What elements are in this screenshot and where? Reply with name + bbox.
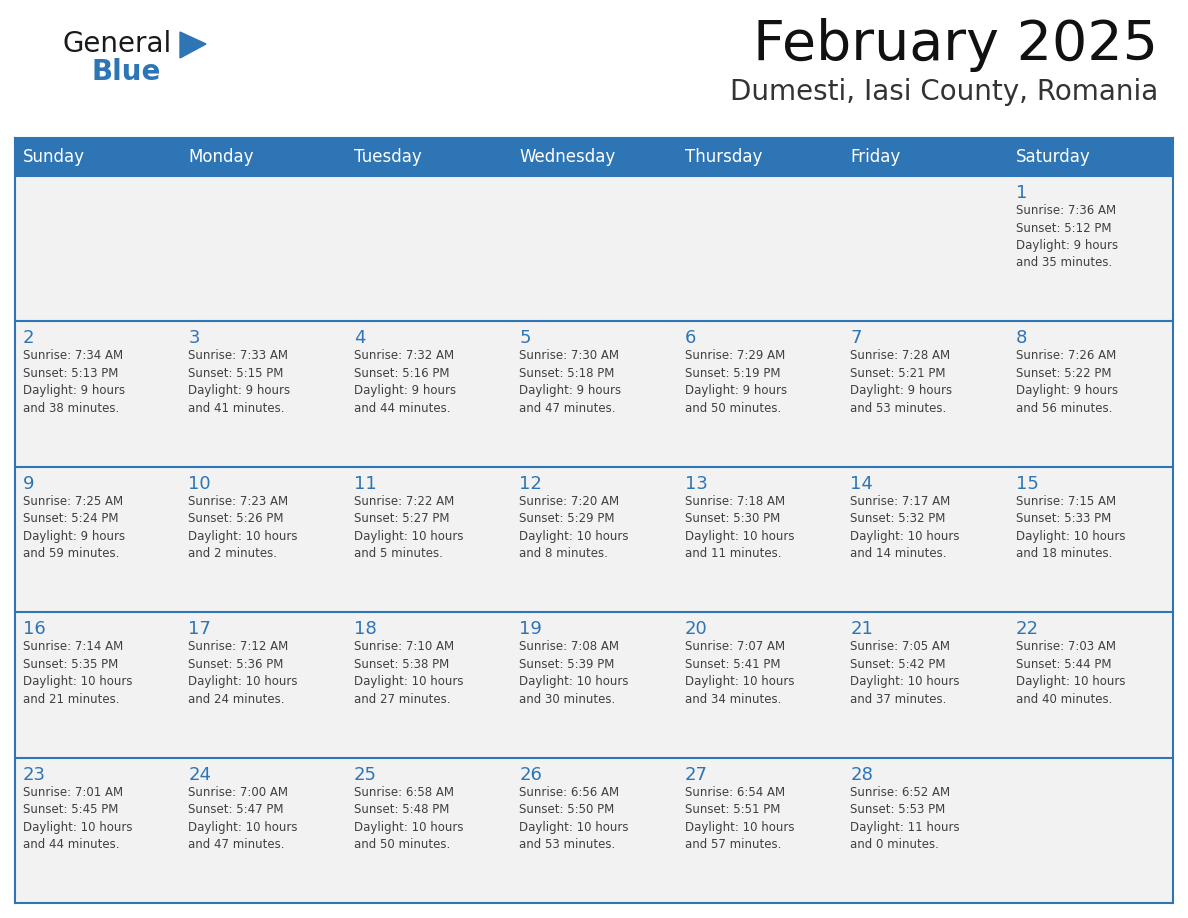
Text: February 2025: February 2025 [753, 18, 1158, 72]
Text: Sunrise: 7:08 AM
Sunset: 5:39 PM
Daylight: 10 hours
and 30 minutes.: Sunrise: 7:08 AM Sunset: 5:39 PM Dayligh… [519, 640, 628, 706]
Text: 10: 10 [189, 475, 211, 493]
Text: 18: 18 [354, 621, 377, 638]
Text: Sunrise: 7:34 AM
Sunset: 5:13 PM
Daylight: 9 hours
and 38 minutes.: Sunrise: 7:34 AM Sunset: 5:13 PM Dayligh… [23, 350, 125, 415]
Text: Sunrise: 7:30 AM
Sunset: 5:18 PM
Daylight: 9 hours
and 47 minutes.: Sunrise: 7:30 AM Sunset: 5:18 PM Dayligh… [519, 350, 621, 415]
Text: Blue: Blue [91, 58, 162, 86]
Text: Sunrise: 7:32 AM
Sunset: 5:16 PM
Daylight: 9 hours
and 44 minutes.: Sunrise: 7:32 AM Sunset: 5:16 PM Dayligh… [354, 350, 456, 415]
Text: 14: 14 [851, 475, 873, 493]
Text: Sunrise: 7:29 AM
Sunset: 5:19 PM
Daylight: 9 hours
and 50 minutes.: Sunrise: 7:29 AM Sunset: 5:19 PM Dayligh… [684, 350, 786, 415]
Text: 28: 28 [851, 766, 873, 784]
Text: Sunrise: 7:07 AM
Sunset: 5:41 PM
Daylight: 10 hours
and 34 minutes.: Sunrise: 7:07 AM Sunset: 5:41 PM Dayligh… [684, 640, 795, 706]
Text: Sunrise: 7:03 AM
Sunset: 5:44 PM
Daylight: 10 hours
and 40 minutes.: Sunrise: 7:03 AM Sunset: 5:44 PM Dayligh… [1016, 640, 1125, 706]
Bar [15, 612, 1173, 757]
Text: Sunrise: 6:54 AM
Sunset: 5:51 PM
Daylight: 10 hours
and 57 minutes.: Sunrise: 6:54 AM Sunset: 5:51 PM Dayligh… [684, 786, 795, 851]
Text: Thursday: Thursday [684, 148, 762, 166]
Text: Sunrise: 7:01 AM
Sunset: 5:45 PM
Daylight: 10 hours
and 44 minutes.: Sunrise: 7:01 AM Sunset: 5:45 PM Dayligh… [23, 786, 133, 851]
Text: 11: 11 [354, 475, 377, 493]
Text: Sunrise: 7:28 AM
Sunset: 5:21 PM
Daylight: 9 hours
and 53 minutes.: Sunrise: 7:28 AM Sunset: 5:21 PM Dayligh… [851, 350, 953, 415]
Text: Sunrise: 7:17 AM
Sunset: 5:32 PM
Daylight: 10 hours
and 14 minutes.: Sunrise: 7:17 AM Sunset: 5:32 PM Dayligh… [851, 495, 960, 560]
Text: Saturday: Saturday [1016, 148, 1091, 166]
Text: Sunrise: 7:25 AM
Sunset: 5:24 PM
Daylight: 9 hours
and 59 minutes.: Sunrise: 7:25 AM Sunset: 5:24 PM Dayligh… [23, 495, 125, 560]
Text: 4: 4 [354, 330, 366, 347]
Bar [15, 757, 1173, 903]
Text: Sunday: Sunday [23, 148, 86, 166]
Text: 8: 8 [1016, 330, 1026, 347]
Bar [15, 176, 1173, 321]
Text: Monday: Monday [189, 148, 254, 166]
Text: Dumesti, Iasi County, Romania: Dumesti, Iasi County, Romania [729, 78, 1158, 106]
Text: Sunrise: 6:52 AM
Sunset: 5:53 PM
Daylight: 11 hours
and 0 minutes.: Sunrise: 6:52 AM Sunset: 5:53 PM Dayligh… [851, 786, 960, 851]
Text: 19: 19 [519, 621, 542, 638]
Text: Sunrise: 7:36 AM
Sunset: 5:12 PM
Daylight: 9 hours
and 35 minutes.: Sunrise: 7:36 AM Sunset: 5:12 PM Dayligh… [1016, 204, 1118, 270]
Text: 12: 12 [519, 475, 542, 493]
Text: 17: 17 [189, 621, 211, 638]
Text: Sunrise: 7:05 AM
Sunset: 5:42 PM
Daylight: 10 hours
and 37 minutes.: Sunrise: 7:05 AM Sunset: 5:42 PM Dayligh… [851, 640, 960, 706]
Text: 13: 13 [684, 475, 708, 493]
Text: 7: 7 [851, 330, 861, 347]
Text: Friday: Friday [851, 148, 901, 166]
Text: 15: 15 [1016, 475, 1038, 493]
Text: 24: 24 [189, 766, 211, 784]
Text: 23: 23 [23, 766, 46, 784]
Text: Sunrise: 7:23 AM
Sunset: 5:26 PM
Daylight: 10 hours
and 2 minutes.: Sunrise: 7:23 AM Sunset: 5:26 PM Dayligh… [189, 495, 298, 560]
Text: Sunrise: 7:18 AM
Sunset: 5:30 PM
Daylight: 10 hours
and 11 minutes.: Sunrise: 7:18 AM Sunset: 5:30 PM Dayligh… [684, 495, 795, 560]
Text: 26: 26 [519, 766, 542, 784]
Text: 25: 25 [354, 766, 377, 784]
Text: Sunrise: 7:26 AM
Sunset: 5:22 PM
Daylight: 9 hours
and 56 minutes.: Sunrise: 7:26 AM Sunset: 5:22 PM Dayligh… [1016, 350, 1118, 415]
Text: Wednesday: Wednesday [519, 148, 615, 166]
Text: 2: 2 [23, 330, 34, 347]
Text: 3: 3 [189, 330, 200, 347]
Text: 21: 21 [851, 621, 873, 638]
Text: 1: 1 [1016, 184, 1026, 202]
Bar [15, 321, 1173, 466]
Text: 5: 5 [519, 330, 531, 347]
Text: Sunrise: 6:56 AM
Sunset: 5:50 PM
Daylight: 10 hours
and 53 minutes.: Sunrise: 6:56 AM Sunset: 5:50 PM Dayligh… [519, 786, 628, 851]
Text: 6: 6 [684, 330, 696, 347]
Text: General: General [62, 30, 171, 58]
Bar [15, 466, 1173, 612]
Text: Sunrise: 7:10 AM
Sunset: 5:38 PM
Daylight: 10 hours
and 27 minutes.: Sunrise: 7:10 AM Sunset: 5:38 PM Dayligh… [354, 640, 463, 706]
Text: Sunrise: 7:22 AM
Sunset: 5:27 PM
Daylight: 10 hours
and 5 minutes.: Sunrise: 7:22 AM Sunset: 5:27 PM Dayligh… [354, 495, 463, 560]
Polygon shape [181, 32, 206, 58]
Text: Sunrise: 6:58 AM
Sunset: 5:48 PM
Daylight: 10 hours
and 50 minutes.: Sunrise: 6:58 AM Sunset: 5:48 PM Dayligh… [354, 786, 463, 851]
Text: Sunrise: 7:14 AM
Sunset: 5:35 PM
Daylight: 10 hours
and 21 minutes.: Sunrise: 7:14 AM Sunset: 5:35 PM Dayligh… [23, 640, 133, 706]
Text: Sunrise: 7:15 AM
Sunset: 5:33 PM
Daylight: 10 hours
and 18 minutes.: Sunrise: 7:15 AM Sunset: 5:33 PM Dayligh… [1016, 495, 1125, 560]
Text: Sunrise: 7:12 AM
Sunset: 5:36 PM
Daylight: 10 hours
and 24 minutes.: Sunrise: 7:12 AM Sunset: 5:36 PM Dayligh… [189, 640, 298, 706]
Text: 20: 20 [684, 621, 708, 638]
Text: Tuesday: Tuesday [354, 148, 422, 166]
Text: 27: 27 [684, 766, 708, 784]
Text: 16: 16 [23, 621, 46, 638]
Text: Sunrise: 7:00 AM
Sunset: 5:47 PM
Daylight: 10 hours
and 47 minutes.: Sunrise: 7:00 AM Sunset: 5:47 PM Dayligh… [189, 786, 298, 851]
Text: 9: 9 [23, 475, 34, 493]
Text: 22: 22 [1016, 621, 1038, 638]
Bar [15, 138, 1173, 176]
Text: Sunrise: 7:20 AM
Sunset: 5:29 PM
Daylight: 10 hours
and 8 minutes.: Sunrise: 7:20 AM Sunset: 5:29 PM Dayligh… [519, 495, 628, 560]
Text: Sunrise: 7:33 AM
Sunset: 5:15 PM
Daylight: 9 hours
and 41 minutes.: Sunrise: 7:33 AM Sunset: 5:15 PM Dayligh… [189, 350, 291, 415]
